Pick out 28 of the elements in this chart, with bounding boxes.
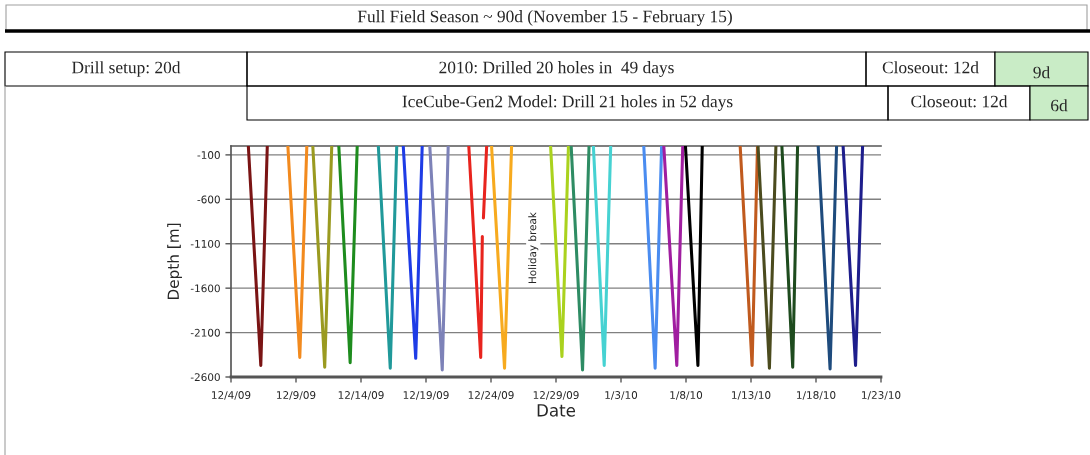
annotation: Holiday break xyxy=(528,212,539,284)
x-tick-label: 12/9/09 xyxy=(277,391,316,400)
x-tick-label: 12/19/09 xyxy=(403,391,449,400)
text: Closeout: 12d xyxy=(882,61,979,74)
x-tick-label: 1/3/10 xyxy=(605,391,638,400)
y-tick-label: -600 xyxy=(197,195,220,204)
y-tick-label: -1100 xyxy=(190,239,220,248)
text: 9d xyxy=(1033,66,1050,79)
x-tick-label: 1/13/10 xyxy=(732,391,771,400)
x-tick-label: 12/24/09 xyxy=(468,391,514,400)
x-tick-label: 1/18/10 xyxy=(797,391,836,400)
x-tick-label: 12/4/09 xyxy=(212,391,251,400)
x-tick-label: 1/8/10 xyxy=(670,391,703,400)
y-tick-label: -2600 xyxy=(190,373,220,382)
text: Closeout: 12d xyxy=(911,95,1008,108)
y-tick-label: -1600 xyxy=(190,284,220,293)
text: 2010: Drilled 20 holes in 49 days xyxy=(439,61,674,77)
x-tick-label: 1/23/10 xyxy=(862,391,901,400)
x-axis-title: Date xyxy=(537,404,576,417)
x-tick-label: 12/29/09 xyxy=(533,391,579,400)
y-tick-label: -100 xyxy=(197,151,220,159)
text: 6d xyxy=(1051,99,1068,112)
x-tick-label: 12/14/09 xyxy=(338,391,384,400)
text: Drill setup: 20d xyxy=(72,61,181,77)
y-tick-label: -2100 xyxy=(190,328,220,337)
y-axis-title: Depth [m] xyxy=(167,223,182,300)
text: IceCube-Gen2 Model: Drill 21 holes in 52 days xyxy=(402,95,733,111)
text: Full Field Season ~ 90d (November 15 - February 15) xyxy=(357,10,732,26)
